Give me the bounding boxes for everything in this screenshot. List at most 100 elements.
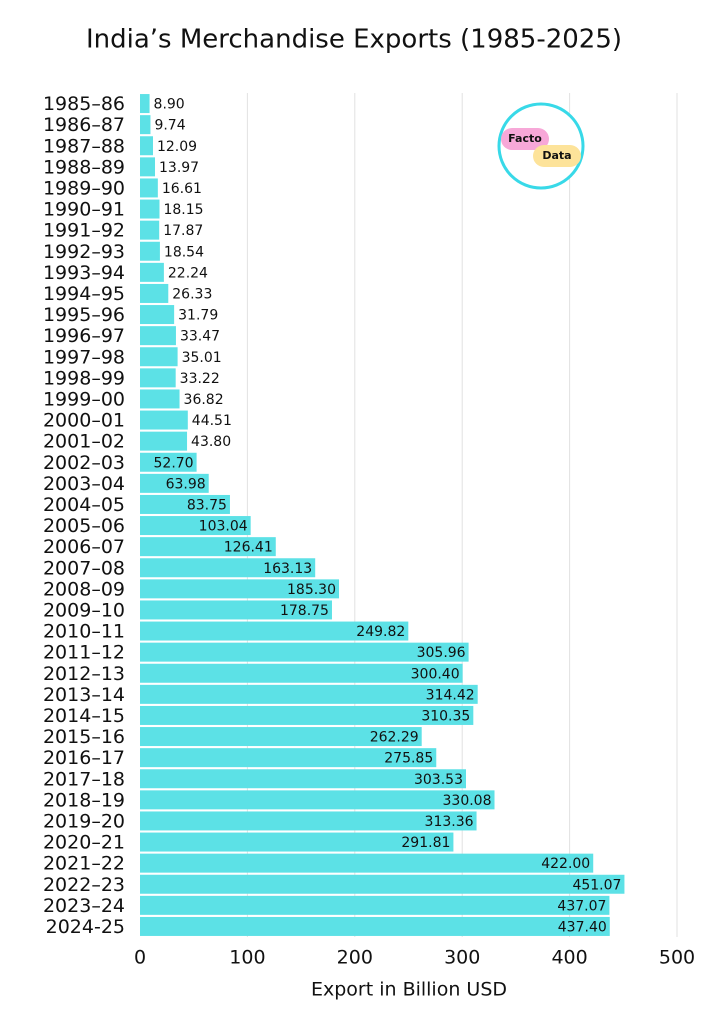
y-tick-label: 2016–17 [43,747,125,769]
logo-pill [501,128,549,150]
bar [140,94,150,114]
bar [140,811,477,831]
bar [140,642,469,662]
value-label: 262.29 [370,730,419,746]
value-label: 437.40 [558,919,607,935]
y-tick-label: 2022–23 [43,874,125,896]
y-tick-label: 2000–01 [43,410,125,432]
value-label: 9.74 [154,118,185,134]
value-label: 44.51 [192,413,232,429]
value-label: 63.98 [166,476,206,492]
value-label: 313.36 [425,814,474,830]
value-label: 33.47 [180,329,220,345]
value-label: 303.53 [414,772,463,788]
value-label: 249.82 [356,624,405,640]
bar [140,558,316,578]
x-tick-label: 200 [337,947,373,969]
bar [140,136,153,156]
y-tick-label: 2001–02 [43,431,125,453]
value-label: 291.81 [401,835,450,851]
bar [140,832,454,852]
x-tick-label: 0 [134,947,146,969]
y-tick-label: 2012–13 [43,663,125,685]
value-label: 31.79 [178,308,218,324]
y-tick-label: 2003–04 [43,473,125,495]
bar [140,157,156,177]
bar [140,368,176,388]
y-tick-label: 1987–88 [43,135,125,157]
value-label: 8.90 [154,97,185,113]
bar [140,705,474,725]
bar [140,473,209,493]
y-tick-label: 1991–92 [43,220,125,242]
logo-pill [533,145,581,167]
bar [140,537,276,557]
y-tick-label: 1992–93 [43,241,125,263]
value-label: 126.41 [224,540,273,556]
bar [140,452,197,472]
chart-title: India’s Merchandise Exports (1985-2025) [86,25,622,55]
bar [140,389,180,409]
bar [140,178,158,198]
value-label: 451.07 [572,877,621,893]
y-tick-label: 2011–12 [43,642,125,664]
value-label: 275.85 [384,751,433,767]
y-tick-label: 2021–22 [43,853,125,875]
y-tick-label: 1988–89 [43,156,125,178]
value-label: 163.13 [263,561,312,577]
y-tick-label: 1993–94 [43,262,125,284]
y-tick-label: 2005–06 [43,515,125,537]
value-label: 12.09 [157,139,197,155]
y-tick-label: 1997–98 [43,346,125,368]
bar [140,410,188,430]
bar [140,347,178,367]
y-tick-label: 1986–87 [43,114,125,136]
bar [140,516,251,536]
y-tick-label: 2009–10 [43,599,125,621]
value-label: 18.54 [164,244,204,260]
value-label: 18.15 [163,202,203,218]
bar [140,727,422,747]
bar [140,305,175,325]
bar [140,431,188,451]
value-label: 422.00 [541,856,590,872]
value-label: 36.82 [184,392,224,408]
bar [140,790,495,810]
bar [140,115,151,135]
value-label: 178.75 [280,603,329,619]
y-tick-label: 2024-25 [46,916,125,938]
bar [140,241,160,261]
y-tick-label: 2023–24 [43,895,125,917]
y-tick-label: 2017–18 [43,768,125,790]
value-label: 305.96 [417,645,466,661]
bar [140,220,160,240]
x-axis-title: Export in Billion USD [311,979,507,1001]
y-tick-label: 2020–21 [43,832,125,854]
logo: Facto Data [497,102,585,190]
bar [140,621,409,641]
value-label: 314.42 [426,687,475,703]
value-label: 35.01 [182,350,222,366]
value-label: 300.40 [411,666,460,682]
value-label: 17.87 [163,223,203,239]
bar [140,326,176,346]
value-label: 52.70 [154,455,194,471]
x-tick-label: 500 [659,947,695,969]
bar [140,853,594,873]
value-label: 103.04 [199,519,248,535]
y-tick-label: 1995–96 [43,304,125,326]
value-label: 310.35 [421,708,470,724]
y-tick-label: 1996–97 [43,325,125,347]
bar [140,283,169,303]
bar [140,895,610,915]
bar [140,262,164,282]
y-tick-label: 2019–20 [43,810,125,832]
bar [140,916,610,936]
value-label: 16.61 [162,181,202,197]
x-tick-label: 300 [444,947,480,969]
y-tick-label: 1989–90 [43,177,125,199]
value-label: 83.75 [187,497,227,513]
y-tick-label: 1994–95 [43,283,125,305]
y-tick-label: 2010–11 [43,621,125,643]
